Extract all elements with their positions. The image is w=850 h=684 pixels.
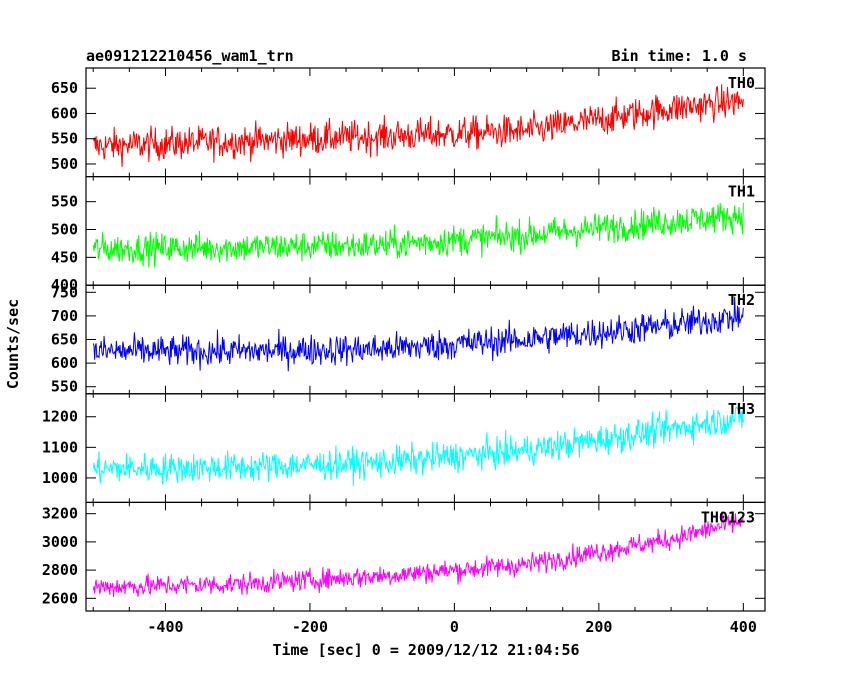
y-tick-label: 500 (51, 221, 78, 239)
x-tick-label: -400 (147, 618, 183, 636)
y-tick-label: 600 (51, 354, 78, 372)
panel-frame (85, 284, 766, 395)
x-tick-label: -200 (292, 618, 328, 636)
series-line-th2 (92, 296, 744, 372)
y-tick-label: 550 (51, 130, 78, 148)
panel-frame (85, 501, 766, 612)
bin-time-label: Bin time: 1.0 s (612, 47, 747, 65)
y-tick-label: 3000 (42, 533, 78, 551)
x-axis-label: Time [sec] 0 = 2009/12/12 21:04:56 (272, 641, 579, 659)
panel-label-th2: TH2 (728, 291, 755, 309)
panel-label-th1: TH1 (728, 183, 755, 201)
panel-label-th0123: TH0123 (701, 508, 755, 526)
y-tick-label: 400 (51, 276, 78, 294)
series-line-th0123 (92, 511, 744, 598)
x-tick-label: 400 (730, 618, 757, 636)
y-tick-label: 550 (51, 193, 78, 211)
y-tick-label: 3200 (42, 505, 78, 523)
panel-label-th3: TH3 (728, 400, 755, 418)
y-tick-label: 450 (51, 248, 78, 266)
y-tick-label: 600 (51, 104, 78, 122)
panels-group: 500 550 600 650 TH0 400 450 500 550 TH1 550 600 650 7… (42, 67, 766, 636)
series-line-th3 (92, 405, 744, 487)
series-line-th1 (92, 202, 744, 268)
chart-title: ae091212210456_wam1_trn (86, 47, 294, 65)
y-tick-label: 2600 (42, 589, 78, 607)
panel-label-th0: TH0 (728, 74, 755, 92)
y-tick-label: 700 (51, 307, 78, 325)
y-axis-label: Counts/sec (4, 299, 22, 389)
y-tick-label: 1200 (42, 408, 78, 426)
panel-frame (85, 393, 766, 503)
y-tick-label: 750 (51, 283, 78, 301)
y-tick-label: 650 (51, 79, 78, 97)
y-tick-label: 1000 (42, 469, 78, 487)
x-tick-label: 0 (450, 618, 459, 636)
y-tick-label: 550 (51, 378, 78, 396)
x-tick-label: 200 (585, 618, 612, 636)
y-tick-label: 1100 (42, 438, 78, 456)
series-line-th0 (92, 84, 744, 167)
y-tick-label: 500 (51, 155, 78, 173)
y-tick-label: 650 (51, 331, 78, 349)
y-tick-label: 2800 (42, 561, 78, 579)
panel-frame (85, 67, 766, 178)
